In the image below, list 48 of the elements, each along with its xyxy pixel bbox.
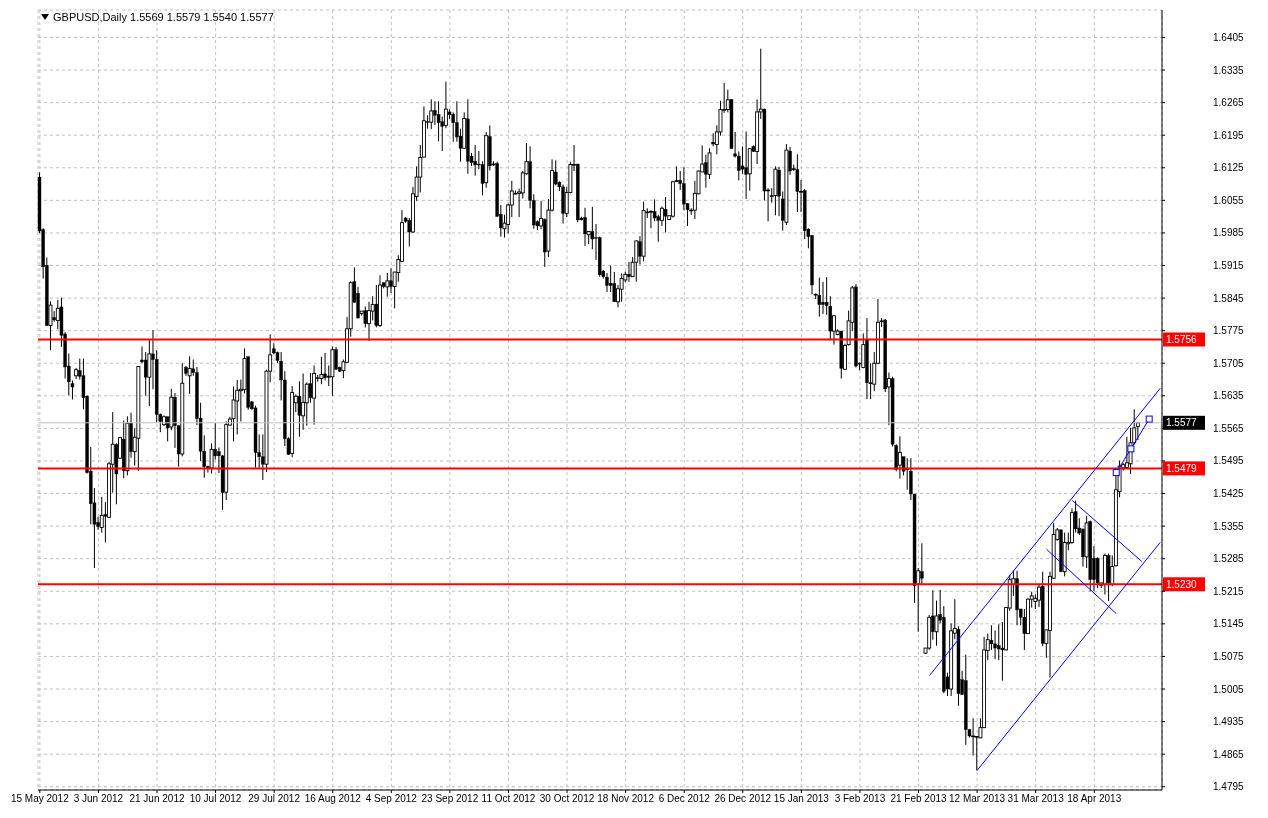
y-tick-label: 1.5495 bbox=[1213, 455, 1245, 467]
y-tick-label: 1.5215 bbox=[1213, 585, 1245, 597]
y-tick-label: 1.5985 bbox=[1213, 227, 1245, 239]
y-tick-label: 1.6195 bbox=[1213, 129, 1245, 141]
x-tick-label: 21 Feb 2013 bbox=[890, 793, 948, 805]
y-tick-label: 1.4865 bbox=[1213, 748, 1245, 760]
chart-title: GBPUSD,Daily 1.5569 1.5579 1.5540 1.5577 bbox=[53, 11, 274, 23]
y-tick-label: 1.4935 bbox=[1213, 716, 1245, 728]
y-tick-label: 1.6335 bbox=[1213, 64, 1245, 76]
y-tick-label: 1.6125 bbox=[1213, 162, 1245, 174]
x-tick-label: 18 Apr 2013 bbox=[1067, 793, 1122, 805]
y-tick-label: 1.5635 bbox=[1213, 390, 1245, 402]
x-tick-label: 31 Mar 2013 bbox=[1007, 793, 1065, 805]
y-tick-label: 1.6405 bbox=[1213, 31, 1245, 43]
x-tick-label: 15 Jan 2013 bbox=[773, 793, 830, 805]
x-tick-label: 11 Oct 2012 bbox=[481, 793, 536, 805]
ref-line-label: 1.5756 bbox=[1166, 334, 1198, 345]
ref-line-label: 1.5230 bbox=[1166, 578, 1198, 590]
x-tick-label: 4 Sep 2012 bbox=[365, 793, 418, 805]
y-tick-label: 1.5845 bbox=[1213, 292, 1245, 304]
x-tick-label: 16 Aug 2012 bbox=[304, 793, 362, 805]
x-tick-label: 30 Oct 2012 bbox=[539, 793, 595, 805]
y-tick-label: 1.5075 bbox=[1213, 650, 1245, 662]
x-tick-label: 3 Jun 2012 bbox=[73, 793, 124, 805]
y-tick-label: 1.5565 bbox=[1213, 422, 1245, 434]
y-tick-label: 1.5005 bbox=[1213, 683, 1245, 695]
y-tick-label: 1.5425 bbox=[1213, 488, 1245, 500]
x-tick-label: 15 May 2012 bbox=[10, 793, 70, 805]
x-tick-label: 21 Jun 2012 bbox=[129, 793, 185, 805]
y-tick-label: 1.6265 bbox=[1213, 97, 1245, 109]
x-tick-label: 29 Jul 2012 bbox=[248, 793, 301, 805]
y-tick-label: 1.6055 bbox=[1213, 194, 1245, 206]
x-tick-label: 3 Feb 2013 bbox=[834, 793, 886, 805]
x-tick-label: 12 Mar 2013 bbox=[949, 793, 1006, 805]
x-tick-label: 6 Dec 2012 bbox=[658, 793, 711, 805]
y-tick-label: 1.5285 bbox=[1213, 553, 1245, 565]
y-tick-label: 1.4795 bbox=[1213, 781, 1245, 793]
x-tick-label: 10 Jul 2012 bbox=[189, 793, 242, 805]
y-tick-label: 1.5355 bbox=[1213, 520, 1245, 532]
y-tick-label: 1.5775 bbox=[1213, 325, 1245, 337]
y-tick-label: 1.5705 bbox=[1213, 357, 1245, 369]
y-tick-label: 1.5145 bbox=[1213, 618, 1245, 630]
y-tick-label: 1.5915 bbox=[1213, 260, 1245, 271]
ref-line-label: 1.5479 bbox=[1166, 462, 1198, 474]
x-tick-label: 23 Sep 2012 bbox=[421, 793, 479, 805]
ref-line-label: 1.5577 bbox=[1166, 417, 1198, 429]
x-tick-label: 26 Dec 2012 bbox=[714, 793, 772, 805]
x-tick-label: 18 Nov 2012 bbox=[597, 793, 655, 805]
